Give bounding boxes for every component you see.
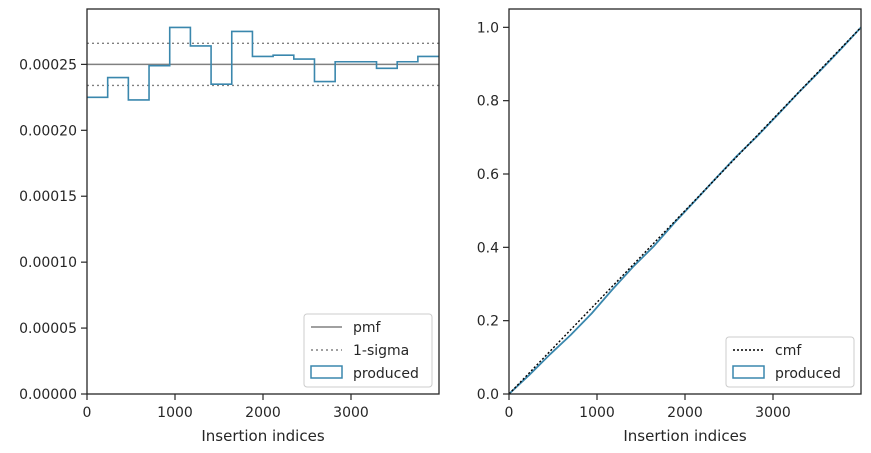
right-y-tick-label: 0.6 — [477, 167, 499, 183]
left-legend: pmf 1-sigma produced — [303, 313, 433, 388]
left-x-tick-label: 3000 — [333, 405, 369, 421]
legend-pmf-label: pmf — [353, 320, 382, 336]
legend-produced-label: produced — [775, 366, 841, 382]
left-x-tick-label: 0 — [83, 405, 92, 421]
left-x-axis-label: Insertion indices — [201, 427, 324, 445]
cmf-line — [508, 26, 862, 395]
right-y-tick-label: 1.0 — [477, 20, 499, 36]
left-y-tick-label: 0.00020 — [19, 123, 77, 139]
left-y-tick-label: 0.00005 — [19, 321, 77, 337]
right-y-tick-label: 0.8 — [477, 94, 499, 110]
right-x-axis-label: Insertion indices — [623, 427, 746, 445]
left-y-tick-label: 0.00000 — [19, 387, 77, 403]
right-x-tick-label: 1000 — [579, 405, 615, 421]
legend-cmf-label: cmf — [775, 343, 802, 359]
right-x-tick-label: 0 — [505, 405, 514, 421]
legend-produced-swatch — [732, 365, 765, 379]
right-chart-panel: 0 1000 2000 3000 0.0 0.2 0.4 0.6 0.8 1.0 Insertio… — [477, 8, 862, 445]
right-y-tick-label: 0.4 — [477, 240, 499, 256]
right-y-tick-label: 0.0 — [477, 387, 499, 403]
right-x-tick-label: 3000 — [755, 405, 791, 421]
left-y-tick-label: 0.00025 — [19, 57, 77, 73]
left-y-tick-label: 0.00015 — [19, 189, 77, 205]
right-plot-frame — [508, 8, 862, 395]
right-x-tick-label: 2000 — [667, 405, 703, 421]
left-chart-panel: 0 1000 2000 3000 0.00000 0.00005 0.00010 0.0001… — [19, 8, 440, 445]
legend-produced-swatch — [310, 365, 343, 379]
right-legend: cmf produced — [725, 336, 855, 388]
legend-sigma-label: 1-sigma — [353, 343, 409, 359]
left-y-tick-label: 0.00010 — [19, 255, 77, 271]
right-y-tick-label: 0.2 — [477, 314, 499, 330]
produced-histogram-step — [87, 26, 439, 101]
left-x-tick-label: 1000 — [157, 405, 193, 421]
left-x-tick-label: 2000 — [245, 405, 281, 421]
legend-produced-label: produced — [353, 366, 419, 382]
left-legend-box — [303, 313, 433, 388]
